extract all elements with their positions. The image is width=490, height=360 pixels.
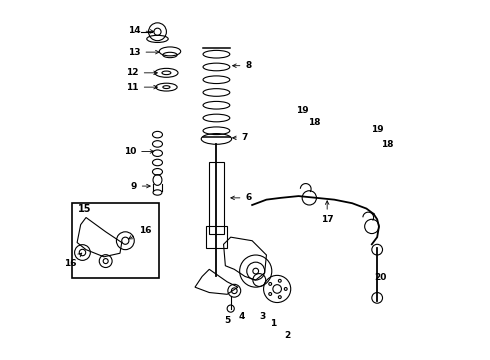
Text: 20: 20: [374, 273, 386, 282]
Text: 18: 18: [381, 140, 393, 149]
Text: 10: 10: [124, 147, 154, 156]
Text: 3: 3: [259, 312, 265, 321]
Text: 6: 6: [231, 193, 252, 202]
Text: 9: 9: [130, 181, 150, 190]
Text: 7: 7: [233, 133, 248, 142]
Text: 12: 12: [126, 68, 157, 77]
Text: 14: 14: [128, 26, 154, 35]
Text: 16: 16: [128, 225, 151, 239]
Text: 16: 16: [64, 253, 82, 268]
Text: 4: 4: [238, 312, 245, 321]
Text: 11: 11: [126, 83, 157, 92]
Text: 15: 15: [77, 203, 91, 213]
Text: 19: 19: [296, 106, 309, 115]
Bar: [209, 162, 223, 234]
Text: 17: 17: [321, 201, 334, 224]
Text: 1: 1: [270, 319, 277, 328]
Text: 18: 18: [308, 118, 321, 127]
Text: 5: 5: [224, 315, 230, 324]
Bar: [72, 203, 159, 278]
Text: 8: 8: [233, 61, 252, 70]
Text: 2: 2: [284, 331, 290, 340]
Text: 19: 19: [371, 126, 384, 135]
Text: 13: 13: [128, 48, 159, 57]
Bar: [206, 226, 227, 248]
